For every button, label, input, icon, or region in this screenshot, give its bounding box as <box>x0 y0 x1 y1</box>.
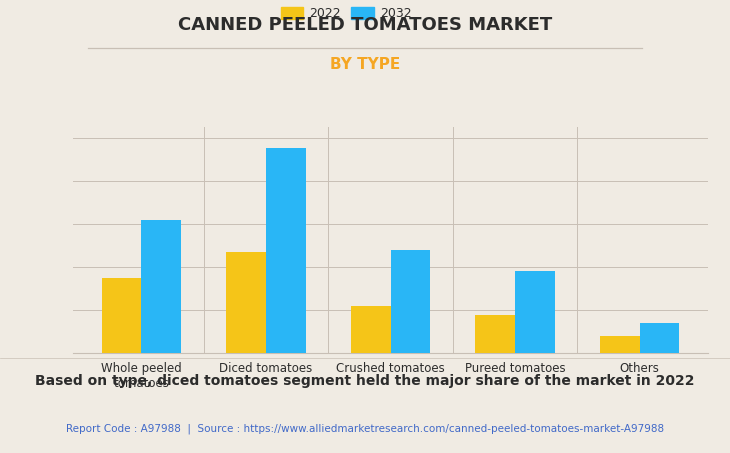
Bar <box>475 314 515 353</box>
Text: Based on type, diced tomatoes segment held the major share of the market in 2022: Based on type, diced tomatoes segment he… <box>35 374 695 388</box>
Bar <box>142 220 181 353</box>
Bar <box>226 252 266 353</box>
Text: Report Code : A97988  |  Source : https://www.alliedmarketresearch.com/canned-pe: Report Code : A97988 | Source : https://… <box>66 424 664 434</box>
Bar <box>350 306 391 353</box>
Text: CANNED PEELED TOMATOES MARKET: CANNED PEELED TOMATOES MARKET <box>178 16 552 34</box>
Bar <box>515 271 555 353</box>
Legend: 2022, 2032: 2022, 2032 <box>276 2 417 25</box>
Bar <box>266 149 306 353</box>
Text: BY TYPE: BY TYPE <box>330 57 400 72</box>
Bar <box>391 250 431 353</box>
Bar <box>639 323 680 353</box>
Bar <box>600 336 639 353</box>
Bar <box>101 278 142 353</box>
